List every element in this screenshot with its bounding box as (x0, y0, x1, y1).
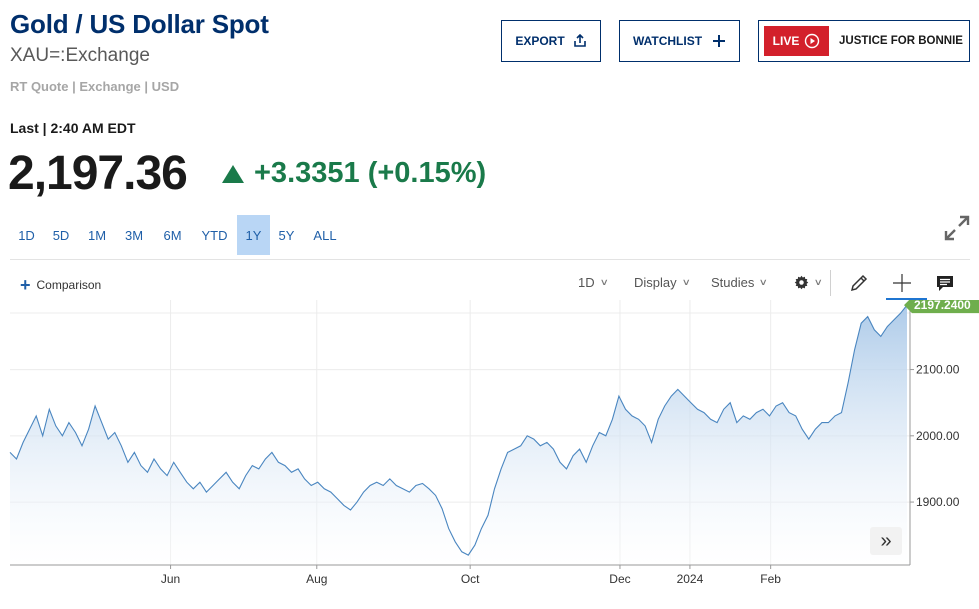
x-axis-ticks: Jun Aug Oct Dec 2024 Feb (161, 565, 781, 586)
range-5y[interactable]: 5Y (278, 227, 295, 243)
toolbar-separator (830, 270, 831, 296)
settings-dropdown[interactable]: ∨ (794, 275, 823, 290)
quote-source: RT Quote | Exchange | USD (10, 79, 180, 94)
export-label: EXPORT (515, 34, 565, 48)
display-dropdown[interactable]: Display ∨ (634, 275, 691, 290)
chevron-down-icon: ∨ (759, 277, 769, 287)
price-chart[interactable]: Jun Aug Oct Dec 2024 Feb 1900.00 2000.00 2100.0… (0, 300, 979, 600)
range-6m[interactable]: 6M (163, 227, 182, 243)
x-tick-label: Oct (461, 572, 480, 586)
last-price: 2,197.36 (8, 147, 188, 200)
comments-button[interactable] (930, 270, 960, 296)
x-tick-label: Jun (161, 572, 180, 586)
x-tick-label: Dec (609, 572, 630, 586)
interval-dropdown[interactable]: 1D ∨ (578, 275, 609, 290)
scroll-to-latest-button[interactable]: » (870, 527, 902, 555)
symbol-label: XAU=:Exchange (10, 45, 150, 66)
chevron-down-icon: ∨ (681, 277, 691, 287)
live-badge-label: LIVE (772, 34, 800, 48)
range-all[interactable]: ALL (313, 227, 337, 243)
price-change: +3.3351 (+0.15%) (222, 157, 486, 190)
y-axis-ticks: 1900.00 2000.00 2100.00 (910, 363, 960, 509)
x-tick-label: Aug (306, 572, 327, 586)
page-title: Gold / US Dollar Spot (10, 9, 269, 39)
y-tick-label: 2000.00 (916, 429, 960, 443)
display-label: Display (634, 275, 677, 290)
plus-icon (713, 35, 726, 47)
last-price-tag-label: 2197.2400 (914, 300, 971, 312)
range-ytd[interactable]: YTD (201, 227, 228, 243)
interval-label: 1D (578, 275, 595, 290)
time-range-selector: 1D 5D 1M 3M 6M YTD 1Y 5Y ALL (10, 215, 347, 255)
export-button[interactable]: EXPORT (501, 20, 601, 62)
range-1m[interactable]: 1M (87, 227, 107, 243)
up-arrow-icon (222, 164, 244, 183)
last-price-tag: 2197.2400 (904, 300, 979, 314)
pencil-icon (850, 274, 868, 292)
live-badge: LIVE (764, 26, 829, 56)
toolbar-divider (10, 259, 970, 260)
price-area (10, 305, 907, 565)
comparison-label: Comparison (36, 278, 102, 292)
price-line (9, 304, 908, 556)
comparison-button[interactable]: + Comparison (20, 275, 102, 295)
y-tick-label: 1900.00 (916, 495, 960, 509)
studies-label: Studies (711, 275, 755, 290)
chevron-down-icon: ∨ (599, 277, 609, 287)
active-tool-indicator (886, 298, 927, 300)
live-stream-button[interactable]: LIVE JUSTICE FOR BONNIE (758, 20, 970, 62)
draw-tool-button[interactable] (844, 270, 874, 296)
crosshair-tool-button[interactable] (887, 270, 917, 296)
price-change-value: +3.3351 (+0.15%) (254, 157, 487, 189)
x-tick-label: Feb (760, 572, 781, 586)
range-5d[interactable]: 5D (52, 227, 70, 243)
y-tick-label: 2100.00 (916, 363, 960, 377)
chevron-down-icon: ∨ (813, 277, 823, 287)
range-1y[interactable]: 1Y (237, 215, 270, 255)
gear-icon (794, 275, 809, 290)
expand-icon[interactable] (943, 214, 971, 242)
comment-icon (937, 276, 953, 291)
crosshair-icon (893, 274, 911, 292)
watchlist-button[interactable]: WATCHLIST (619, 20, 740, 62)
play-circle-icon (805, 33, 820, 49)
live-label: JUSTICE FOR BONNIE (839, 35, 963, 47)
x-tick-label: 2024 (677, 572, 704, 586)
share-icon (573, 34, 586, 47)
double-chevron-right-icon: » (880, 529, 892, 552)
last-updated-label: Last | 2:40 AM EDT (10, 120, 136, 136)
range-3m[interactable]: 3M (124, 227, 144, 243)
watchlist-label: WATCHLIST (632, 34, 703, 48)
plus-icon: + (20, 275, 31, 295)
last-price-tag-bg (904, 300, 979, 314)
studies-dropdown[interactable]: Studies ∨ (711, 275, 769, 290)
range-1d[interactable]: 1D (18, 227, 35, 243)
